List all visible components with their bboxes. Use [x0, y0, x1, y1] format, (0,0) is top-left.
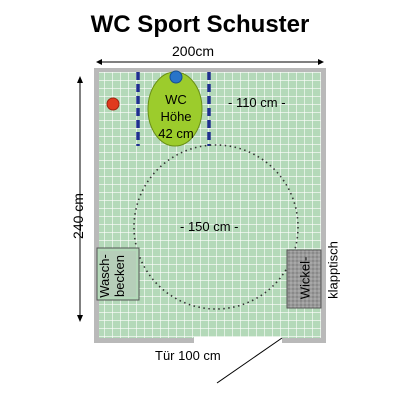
sink: [96, 247, 140, 301]
changing-table: [286, 249, 322, 309]
height-dimension: [77, 76, 83, 322]
width-label: 200cm: [172, 43, 215, 59]
sink-label-line2: becken: [112, 255, 127, 297]
width-dimension: [96, 59, 324, 65]
toilet-label-line1: WC: [165, 92, 187, 107]
toilet-label-line3: 42 cm: [158, 126, 194, 141]
door-opening: [194, 337, 282, 344]
changing-table-label-2: klapptisch: [325, 241, 341, 299]
clearance-label: - 110 cm -: [228, 95, 286, 110]
changing-table-label: Wickel-: [297, 256, 313, 300]
turning-circle: [133, 144, 299, 310]
alarm-button-icon: [106, 97, 120, 111]
sink-label-line1: Wasch-: [97, 254, 112, 298]
door-leaf: [216, 337, 283, 384]
sink-basin: [100, 251, 136, 297]
toilet-label: WC Höhe 42 cm: [152, 91, 200, 142]
flush-button-icon: [169, 70, 183, 84]
page-title: WC Sport Schuster: [90, 11, 310, 38]
door-label: Tür 100 cm: [155, 348, 221, 363]
toilet-label-line2: Höhe: [160, 109, 192, 124]
turning-circle-label: - 150 cm -: [180, 219, 239, 234]
sink-label: Wasch- becken: [97, 254, 127, 298]
height-label: 240 cm: [70, 193, 86, 239]
